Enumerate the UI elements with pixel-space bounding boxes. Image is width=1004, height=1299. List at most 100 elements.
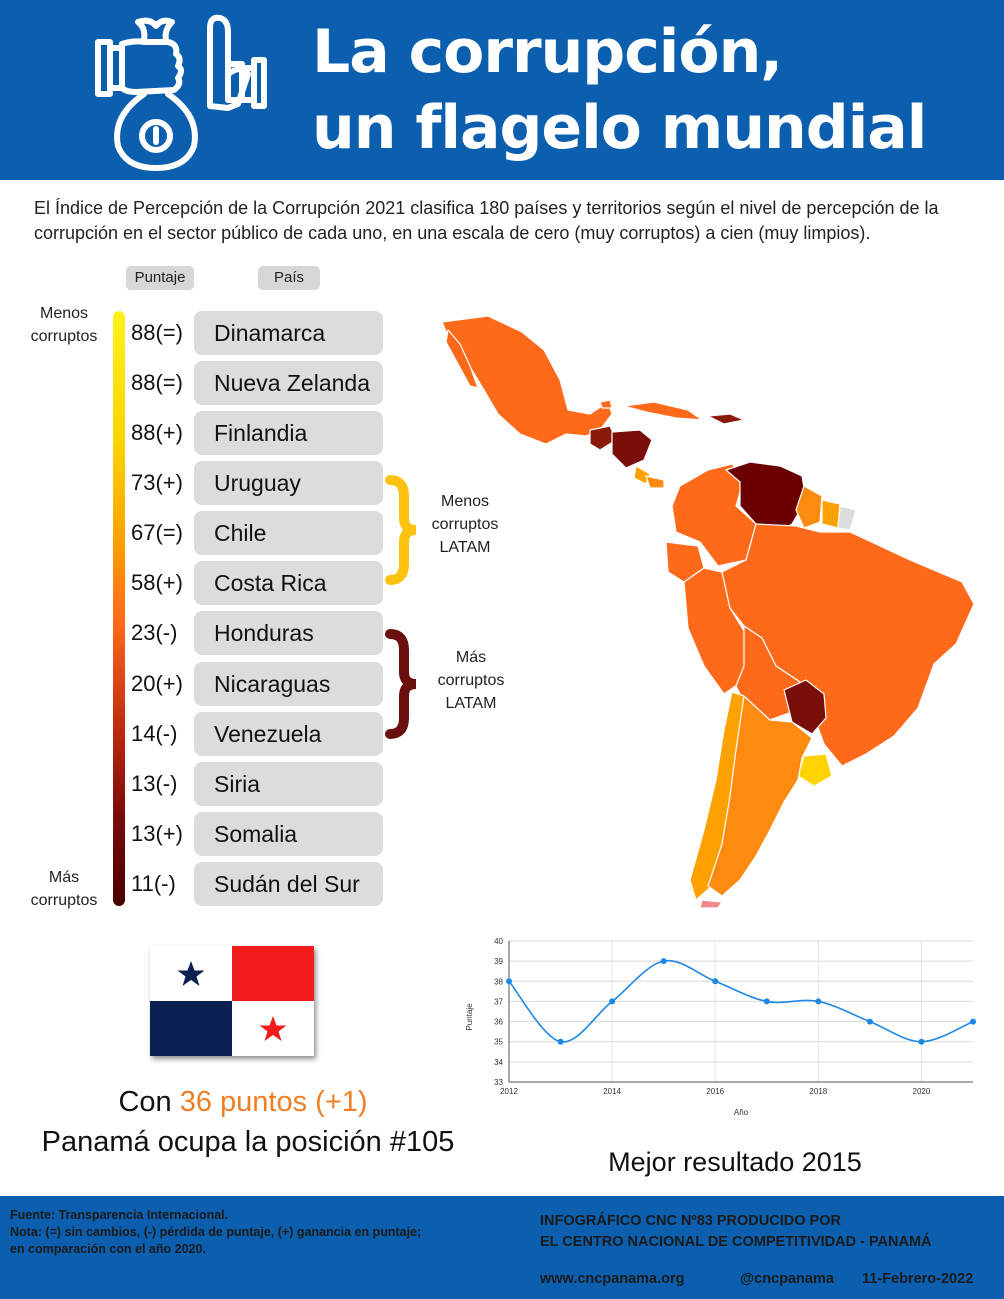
row-country-chile: Chile (194, 511, 383, 555)
chart-series-line (508, 959, 974, 1043)
row-score-honduras: 23(-) (131, 620, 178, 645)
latam-more-line1: Más (455, 649, 487, 666)
chart-y-axis-label: Puntaje (465, 1003, 474, 1031)
map-costa-rica (633, 465, 651, 485)
map-bolivia (735, 625, 801, 721)
latam-less-line1: Menos (440, 493, 490, 510)
chart-point-2012 (506, 978, 512, 985)
chart-x-tick-2020: 2020 (913, 1087, 931, 1096)
chart-grid (508, 940, 973, 1083)
title-line-1: La corrupción, (312, 17, 783, 87)
map-french-guiana (837, 505, 857, 531)
map-guatemala (589, 425, 617, 451)
row-country-nueva-zelanda: Nueva Zelanda (194, 361, 383, 405)
map-venezuela (725, 461, 807, 537)
footer-credit-line2: EL CENTRO NACIONAL DE COMPETITIVIDAD - P… (540, 1234, 932, 1250)
intro-paragraph: El Índice de Percepción de la Corrupción… (34, 198, 939, 243)
chart-y-tick-39: 39 (494, 957, 503, 966)
chart-y-tick-40: 40 (494, 937, 503, 946)
chart-point-2014 (609, 998, 616, 1005)
chart-y-tick-38: 38 (494, 977, 503, 986)
map-baja (445, 329, 479, 389)
chart-point-2016 (712, 978, 719, 985)
row-score-dinamarca: 88(=) (131, 320, 183, 345)
map-cuba (623, 401, 703, 421)
footer-website-link[interactable]: www.cncpanama.org (540, 1271, 685, 1287)
chart-point-2020 (918, 1038, 925, 1045)
latam-less-line2: corruptos (431, 516, 499, 533)
footer-credit-line1: INFOGRÁFICO CNC Nº83 PRODUCIDO POR (540, 1213, 841, 1229)
row-country-somalia: Somalia (194, 812, 383, 856)
row-country-nicaragua: Nicaraguas (194, 662, 383, 706)
footer-source: Fuente: Transparencia Internacional. Not… (10, 1207, 530, 1258)
row-score-siria: 13(-) (131, 771, 178, 796)
chart-x-tick-2012: 2012 (500, 1087, 518, 1096)
row-country-dinamarca: Dinamarca (194, 311, 383, 355)
scale-bottom-label-line2: corruptos (30, 892, 98, 909)
chart-x-axis-label: Año (734, 1108, 749, 1117)
latam-more-line3: LATAM (445, 695, 497, 712)
score-column-header: Puntaje (126, 266, 194, 290)
footer-credit: INFOGRÁFICO CNC Nº83 PRODUCIDO POR EL CE… (540, 1211, 1000, 1253)
row-score-sudan-del-sur: 11(-) (131, 871, 176, 896)
map-honduras-nicaragua (611, 429, 653, 469)
chart-point-2021 (970, 1018, 976, 1025)
footer-banner (0, 1196, 1004, 1299)
chart-y-tick-34: 34 (494, 1058, 503, 1067)
latam-more-corrupt-label: Más corruptos LATAM (416, 646, 526, 715)
page-title: La corrupción, un flagelo mundial (312, 14, 992, 166)
panama-flag-icon (150, 946, 314, 1056)
latin-america-corruption-map (441, 315, 975, 909)
row-score-somalia: 13(+) (131, 821, 183, 846)
scale-bottom-label-line1: Más (48, 869, 80, 886)
panama-score-line-chart: 33 34 35 36 37 38 39 40 2012 2014 2016 2018 2020 Año… (465, 937, 976, 1117)
chart-y-tick-36: 36 (494, 1018, 503, 1027)
chart-y-tick-35: 35 (494, 1038, 503, 1047)
country-column-header: País (258, 266, 320, 290)
latam-less-line3: LATAM (439, 539, 491, 556)
map-guyana (795, 485, 823, 529)
chart-x-tick-2018: 2018 (809, 1087, 827, 1096)
map-uruguay (797, 753, 833, 787)
latam-less-corrupt-brace (385, 475, 417, 585)
chart-points (506, 958, 976, 1045)
map-haiti-dr (707, 413, 745, 425)
title-line-2: un flagelo mundial (312, 93, 927, 163)
row-country-costa-rica: Costa Rica (194, 561, 383, 605)
chart-point-2013 (557, 1038, 564, 1045)
row-country-honduras: Honduras (194, 611, 383, 655)
footer-source-line: Fuente: Transparencia Internacional. (10, 1208, 229, 1222)
latam-more-corrupt-brace (385, 629, 417, 739)
row-score-chile: 67(=) (131, 520, 183, 545)
map-panama (645, 475, 665, 489)
row-country-finlandia: Finlandia (194, 411, 383, 455)
latam-more-line2: corruptos (437, 672, 505, 689)
map-argentina (707, 695, 813, 897)
row-score-nicaragua: 20(+) (131, 671, 183, 696)
chart-point-2019 (866, 1018, 873, 1025)
chart-axes (508, 941, 973, 1083)
row-score-venezuela: 14(-) (131, 721, 178, 746)
chart-y-tick-33: 33 (494, 1078, 503, 1087)
row-score-nueva-zelanda: 88(=) (131, 370, 183, 395)
footer-note-line1: Nota: (=) sin cambios, (-) pérdida de pu… (10, 1225, 422, 1239)
panama-points-value: 36 puntos (+1) (179, 1086, 368, 1118)
chart-y-tick-37: 37 (494, 997, 503, 1006)
map-small-island (599, 399, 613, 409)
chart-caption: Mejor resultado 2015 (608, 1147, 862, 1177)
row-score-finlandia: 88(+) (131, 420, 183, 445)
scale-top-label-line2: corruptos (30, 328, 98, 345)
footer-note-line2: en comparación con el año 2020. (10, 1242, 206, 1256)
chart-point-2018 (815, 998, 822, 1005)
row-country-sudan-del-sur: Sudán del Sur (194, 862, 383, 906)
panama-points-text: Con 36 puntos (+1) (0, 1086, 486, 1119)
chart-x-tick-2016: 2016 (706, 1087, 724, 1096)
panama-points-prefix: Con (118, 1086, 180, 1118)
map-tierra-del-fuego (699, 899, 723, 909)
map-suriname (821, 499, 841, 529)
scale-bottom-label: Más corruptos (14, 866, 114, 912)
footer-date: 11-Febrero-2022 (862, 1271, 974, 1287)
row-score-costa-rica: 58(+) (131, 570, 183, 595)
footer-social-handle[interactable]: @cncpanama (740, 1271, 834, 1287)
row-country-uruguay: Uruguay (194, 461, 383, 505)
